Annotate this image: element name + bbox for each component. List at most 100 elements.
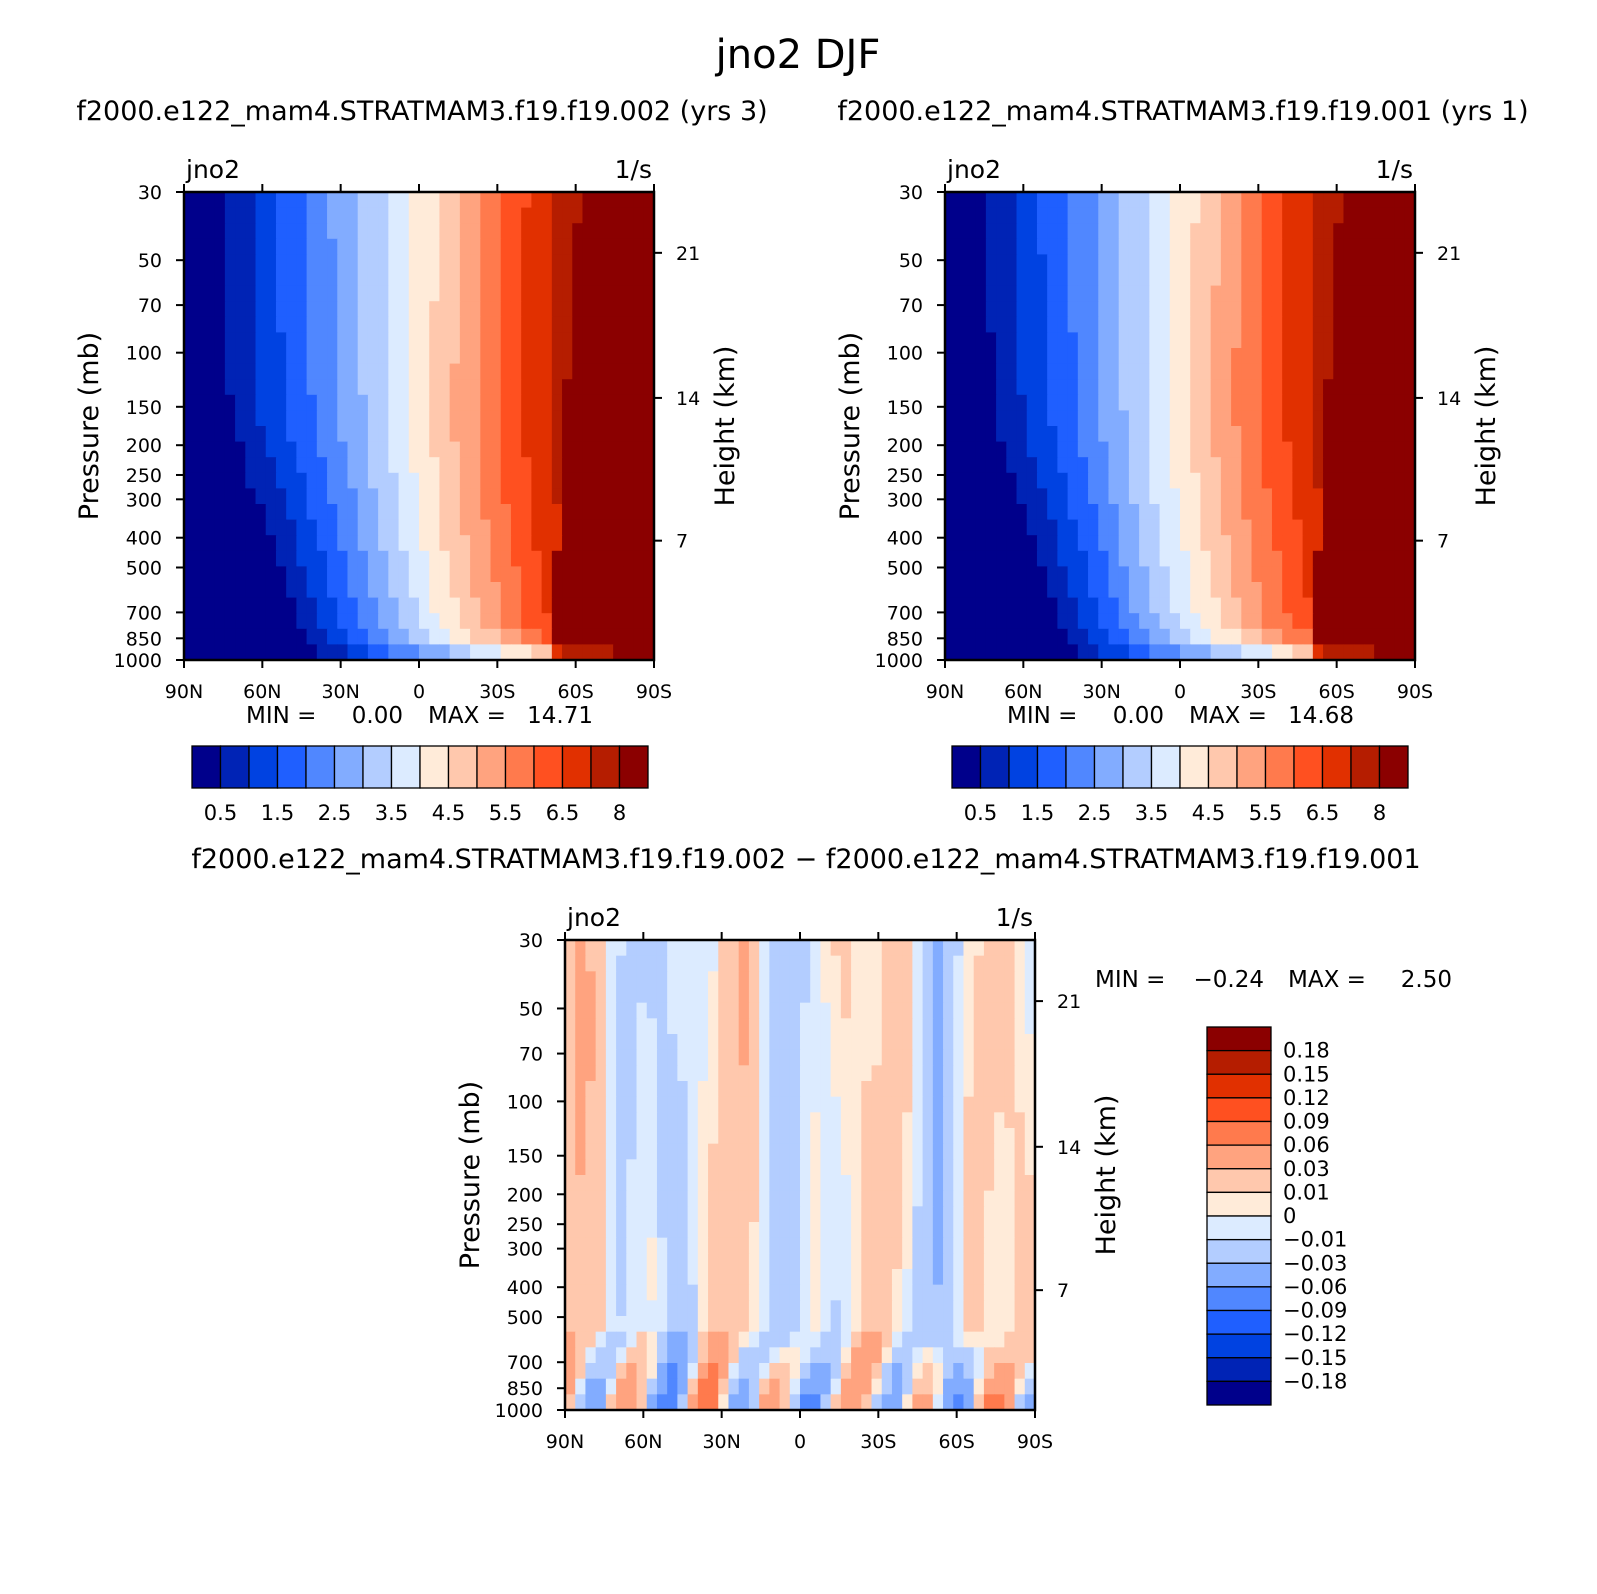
contour-cell [327, 394, 338, 411]
contour-cell [388, 316, 400, 333]
contour-cell [973, 1269, 985, 1286]
contour-cell [1108, 223, 1120, 240]
contour-cell [1302, 535, 1314, 552]
contour-cell [388, 457, 400, 474]
contour-cell [1323, 550, 1334, 567]
contour-cell [983, 1018, 995, 1035]
contour-cell [367, 628, 379, 645]
contour-cell [602, 223, 614, 240]
contour-cell [728, 971, 740, 988]
x-tick-label: 30S [1240, 681, 1276, 703]
contour-cell [194, 644, 206, 661]
contour-cell [235, 504, 246, 521]
contour-cell [439, 192, 451, 209]
contour-cell [245, 550, 257, 567]
y2-axis-label: Height (km) [1471, 346, 1502, 507]
contour-cell [955, 270, 967, 287]
contour-cell [975, 394, 987, 411]
contour-cell [316, 238, 328, 255]
contour-cell [316, 426, 328, 443]
contour-cell [1323, 316, 1334, 333]
contour-cell [677, 1049, 689, 1066]
contour-cell [235, 535, 246, 552]
contour-cell [963, 1300, 975, 1317]
contour-cell [595, 1269, 607, 1286]
contour-cell [994, 1378, 1005, 1395]
contour-cell [1159, 613, 1171, 630]
contour-cell [296, 472, 308, 489]
contour-cell [1343, 535, 1355, 552]
contour-cell [1343, 628, 1355, 645]
contour-cell [1128, 207, 1140, 224]
contour-cell [1200, 238, 1212, 255]
contour-cell [378, 628, 389, 645]
contour-cell [1343, 394, 1355, 411]
contour-cell [551, 582, 563, 599]
contour-cell [871, 1159, 883, 1176]
contour-cell [551, 566, 563, 583]
contour-cell [912, 1034, 924, 1051]
contour-cell [575, 1018, 587, 1035]
contour-cell [245, 457, 257, 474]
contour-cell [388, 348, 400, 365]
contour-cell [1323, 363, 1334, 380]
contour-cell [1180, 426, 1191, 443]
contour-cell [1333, 566, 1345, 583]
contour-cell [255, 379, 267, 396]
contour-cell [718, 1300, 730, 1317]
contour-cell [500, 394, 512, 411]
contour-cell [194, 379, 206, 396]
contour-cell [983, 1112, 995, 1129]
contour-cell [861, 1300, 873, 1317]
contour-cell [871, 1378, 883, 1395]
contour-cell [605, 1049, 617, 1066]
contour-cell [738, 1034, 750, 1051]
contour-cell [769, 1175, 781, 1192]
contour-cell [1271, 472, 1283, 489]
contour-cell [975, 566, 987, 583]
contour-cell [922, 987, 934, 1004]
contour-cell [963, 1253, 975, 1270]
contour-cell [1180, 519, 1191, 536]
contour-cell [881, 1018, 893, 1035]
contour-cell [667, 1347, 678, 1364]
contour-cell [623, 238, 635, 255]
contour-cell [204, 566, 216, 583]
contour-cell [851, 955, 862, 972]
contour-cell [1024, 1065, 1036, 1082]
contour-cell [613, 285, 624, 302]
contour-cell [398, 285, 410, 302]
contour-cell [902, 1222, 913, 1239]
contour-cell [1333, 270, 1345, 287]
contour-cell [738, 1143, 750, 1160]
contour-cell [1016, 285, 1028, 302]
contour-cell [963, 1175, 975, 1192]
contour-cell [851, 1363, 862, 1380]
contour-cell [667, 1096, 678, 1113]
variable-label: jno2 [946, 155, 1001, 184]
contour-cell [965, 613, 977, 630]
contour-cell [1118, 270, 1130, 287]
contour-cell [1047, 238, 1058, 255]
contour-cell [184, 441, 195, 458]
x-tick-label: 60S [558, 681, 594, 703]
contour-cell [357, 550, 369, 567]
contour-cell [623, 472, 635, 489]
contour-cell [429, 488, 441, 505]
contour-cell [1036, 535, 1048, 552]
contour-cell [1067, 254, 1079, 271]
contour-cell [367, 270, 379, 287]
contour-cell [367, 363, 379, 380]
contour-cell [985, 254, 997, 271]
contour-cell [718, 1378, 730, 1395]
contour-cell [983, 1190, 995, 1207]
contour-cell [184, 223, 195, 240]
contour-cell [562, 457, 573, 474]
contour-cell [1026, 628, 1038, 645]
contour-cell [490, 550, 502, 567]
contour-cell [623, 550, 635, 567]
contour-cell [975, 441, 987, 458]
contour-cell [204, 379, 216, 396]
contour-cell [1200, 550, 1212, 567]
contour-cell [235, 472, 246, 489]
